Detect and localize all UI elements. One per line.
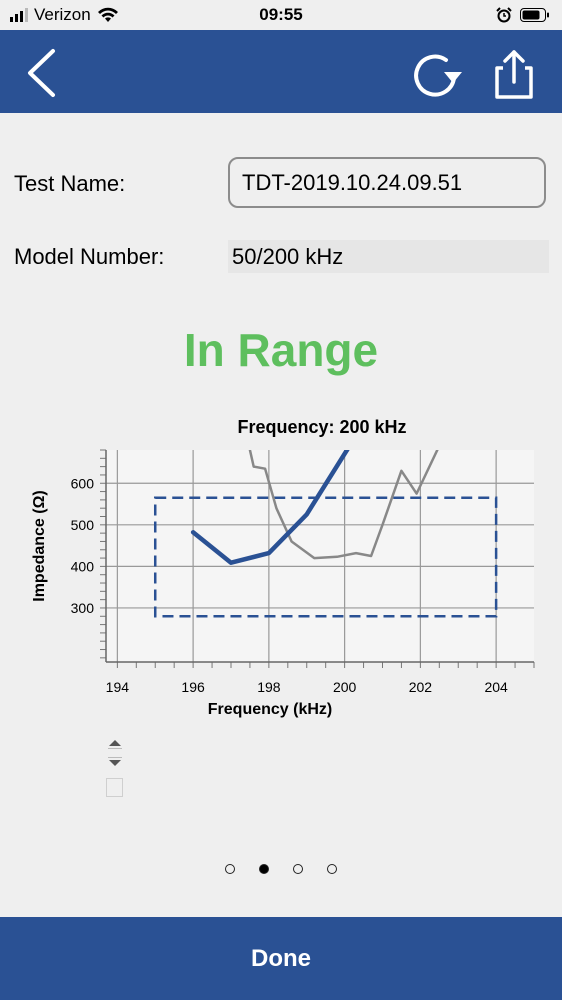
- test-name-label: Test Name:: [14, 171, 126, 196]
- stepper-box[interactable]: [106, 778, 123, 797]
- range-status: In Range: [183, 324, 379, 376]
- share-icon[interactable]: [494, 48, 534, 100]
- signal-strength-icon: [10, 8, 28, 22]
- status-left: Verizon: [10, 5, 119, 25]
- stepper-down-icon[interactable]: [106, 756, 124, 770]
- scroll-stepper[interactable]: [106, 736, 124, 798]
- stepper-up-icon[interactable]: [106, 736, 124, 750]
- impedance-chart: 194 196 198 200 202 204 300 400 500 600 Frequency …: [31, 449, 535, 718]
- y-tick-label: 500: [71, 517, 95, 533]
- y-tick-label: 300: [71, 600, 95, 616]
- x-tick-label: 194: [106, 679, 130, 695]
- model-number-label: Model Number:: [14, 244, 165, 269]
- wifi-icon: [97, 7, 118, 22]
- y-axis-label: Impedance (Ω): [31, 490, 48, 602]
- page-dot[interactable]: [293, 864, 303, 874]
- model-number-value: 50/200 kHz: [228, 240, 549, 273]
- x-axis-label: Frequency (kHz): [208, 701, 332, 718]
- test-name-field[interactable]: TDT-2019.10.24.09.51: [228, 157, 546, 208]
- x-tick-label: 196: [181, 679, 205, 695]
- back-chevron-icon[interactable]: [24, 48, 58, 98]
- page-dot[interactable]: [327, 864, 337, 874]
- status-right: [496, 5, 550, 25]
- plot-area: [106, 450, 534, 662]
- y-tick-label: 600: [71, 475, 95, 491]
- x-tick-label: 202: [409, 679, 433, 695]
- status-bar: Verizon 09:55: [0, 0, 562, 30]
- battery-icon: [520, 8, 549, 22]
- done-button[interactable]: Done: [0, 917, 562, 1000]
- page-dot[interactable]: [225, 864, 235, 874]
- y-tick-label: 400: [71, 558, 95, 574]
- refresh-icon[interactable]: [410, 50, 466, 100]
- chart-title: Frequency: 200 kHz: [237, 417, 407, 437]
- x-tick-label: 200: [333, 679, 357, 695]
- x-tick-label: 198: [257, 679, 281, 695]
- range-box: [153, 496, 498, 618]
- alarm-icon: [496, 7, 512, 23]
- page-dot[interactable]: [259, 864, 269, 874]
- carrier-name: Verizon: [34, 5, 91, 24]
- nav-bar: [0, 30, 562, 113]
- measured-impedance-line: [190, 450, 350, 565]
- status-time: 09:55: [259, 5, 303, 24]
- reference-impedance-line: [248, 450, 439, 560]
- page-indicator: [0, 864, 562, 874]
- x-tick-label: 204: [484, 679, 508, 695]
